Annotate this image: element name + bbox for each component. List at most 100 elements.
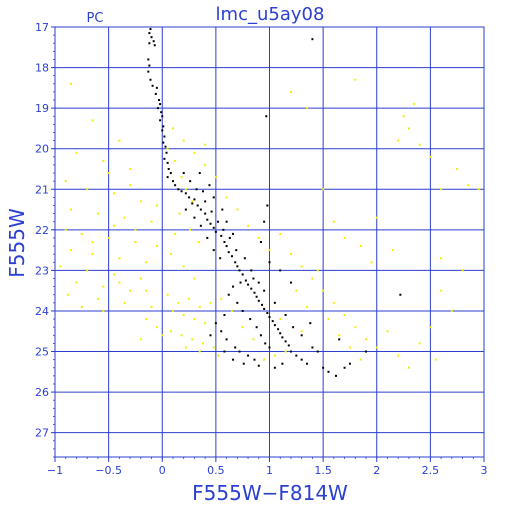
star-point-black	[265, 115, 268, 118]
star-point-yellow	[177, 301, 180, 304]
star-point-black	[263, 307, 266, 310]
star-point-yellow	[70, 249, 73, 252]
star-point-yellow	[268, 249, 271, 252]
star-point-yellow	[193, 277, 196, 280]
star-point-black	[150, 36, 153, 39]
star-point-yellow	[198, 305, 201, 308]
star-point-black	[220, 234, 223, 237]
star-point-black	[147, 70, 150, 73]
star-point-yellow	[354, 78, 357, 81]
x-tick-label: 0	[159, 464, 166, 477]
star-point-yellow	[322, 188, 325, 191]
x-tick-label: 0.5	[207, 464, 225, 477]
star-point-black	[196, 204, 199, 207]
star-point-black	[219, 257, 222, 260]
y-tick-label: 23	[35, 264, 49, 277]
star-point-black	[198, 172, 201, 175]
star-point-yellow	[327, 318, 330, 321]
star-point-black	[199, 208, 202, 211]
star-point-yellow	[75, 151, 78, 154]
star-point-yellow	[107, 172, 110, 175]
star-point-yellow	[145, 289, 148, 292]
star-point-black	[151, 84, 154, 87]
star-point-yellow	[418, 342, 421, 345]
star-point-yellow	[191, 338, 194, 341]
star-point-yellow	[397, 354, 400, 357]
y-tick-label: 27	[35, 427, 49, 440]
star-point-yellow	[217, 354, 220, 357]
star-point-black	[311, 38, 314, 41]
star-point-yellow	[214, 176, 217, 179]
star-point-yellow	[466, 184, 469, 187]
star-point-yellow	[139, 277, 142, 280]
star-point-yellow	[407, 366, 410, 369]
star-point-yellow	[91, 119, 94, 122]
star-point-black	[260, 303, 263, 306]
star-point-black	[148, 32, 151, 35]
star-point-black	[165, 151, 168, 154]
star-point-yellow	[86, 188, 89, 191]
star-point-black	[223, 350, 226, 353]
star-point-black	[214, 322, 217, 325]
star-point-black	[300, 334, 303, 337]
star-point-black	[227, 251, 230, 254]
star-point-yellow	[359, 245, 362, 248]
star-point-yellow	[118, 257, 121, 260]
star-point-black	[316, 350, 319, 353]
star-point-black	[212, 226, 215, 229]
star-point-black	[289, 350, 292, 353]
star-point-yellow	[169, 330, 172, 333]
star-point-yellow	[64, 228, 67, 231]
star-point-yellow	[450, 309, 453, 312]
star-point-yellow	[440, 188, 443, 191]
star-point-yellow	[300, 330, 303, 333]
star-point-black	[257, 364, 260, 367]
star-point-black	[212, 196, 215, 199]
star-point-black	[221, 208, 224, 211]
star-point-yellow	[134, 228, 137, 231]
star-point-yellow	[150, 305, 153, 308]
star-point-yellow	[166, 293, 169, 296]
star-point-yellow	[247, 224, 250, 227]
star-point-black	[156, 107, 159, 110]
star-point-yellow	[477, 188, 480, 191]
star-point-black	[334, 374, 337, 377]
star-point-yellow	[300, 265, 303, 268]
star-point-black	[204, 212, 207, 215]
star-point-black	[191, 202, 194, 205]
star-point-yellow	[75, 281, 78, 284]
star-point-black	[266, 204, 269, 207]
star-point-black	[149, 78, 152, 81]
star-point-black	[225, 245, 228, 248]
star-point-black	[250, 269, 253, 272]
y-tick-label: 24	[35, 305, 49, 318]
star-point-black	[148, 64, 151, 67]
star-point-yellow	[123, 301, 126, 304]
star-point-black	[242, 362, 245, 365]
star-point-black	[210, 210, 213, 213]
y-axis-label: F555W	[5, 208, 29, 278]
star-point-black	[228, 236, 231, 239]
star-point-black	[174, 184, 177, 187]
star-point-black	[284, 314, 287, 317]
star-point-yellow	[295, 289, 298, 292]
star-point-black	[236, 265, 239, 268]
star-point-yellow	[171, 309, 174, 312]
y-tick-label: 22	[35, 224, 49, 237]
star-point-black	[234, 261, 237, 264]
star-point-yellow	[343, 314, 346, 317]
star-point-black	[253, 358, 256, 361]
star-point-yellow	[204, 322, 207, 325]
star-point-yellow	[145, 261, 148, 264]
star-point-yellow	[112, 224, 115, 227]
star-point-yellow	[155, 204, 158, 207]
star-point-yellow	[332, 220, 335, 223]
corner-label: PC	[87, 11, 104, 26]
star-point-yellow	[91, 241, 94, 243]
star-point-yellow	[306, 107, 309, 110]
star-point-black	[182, 172, 185, 175]
star-point-yellow	[112, 192, 115, 195]
star-point-yellow	[155, 245, 158, 248]
star-point-yellow	[102, 285, 105, 288]
star-point-yellow	[189, 228, 192, 231]
